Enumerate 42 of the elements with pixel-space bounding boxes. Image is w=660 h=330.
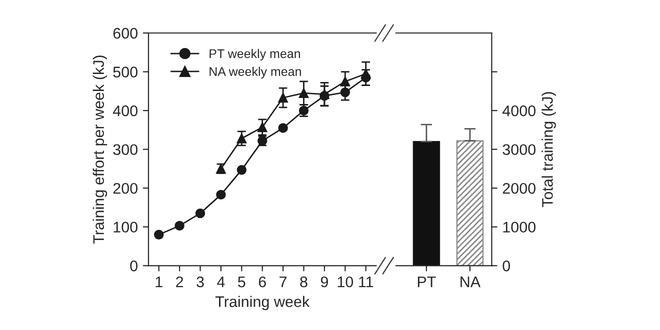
y-axis-title: Training effort per week (kJ) xyxy=(92,56,108,244)
x-tick-label: 10 xyxy=(338,276,354,288)
point xyxy=(278,92,288,103)
y-tick-label: 0 xyxy=(130,260,138,272)
x-tick-label: 8 xyxy=(300,276,308,288)
x-axis-title: Training week xyxy=(215,296,310,310)
x-tick-label: 2 xyxy=(176,276,184,288)
point xyxy=(340,87,350,98)
x-tick-label: 9 xyxy=(320,276,328,288)
y-tick-label: 100 xyxy=(114,222,138,233)
x-tick-label: 7 xyxy=(280,276,287,288)
y-tick-label: 2000 xyxy=(502,182,536,194)
y-tick-label: 3000 xyxy=(502,144,536,156)
x-tick-label: 11 xyxy=(359,276,374,288)
y-tick-label: 200 xyxy=(113,182,138,194)
point xyxy=(278,123,288,133)
point xyxy=(257,122,268,132)
x-tick-label: 3 xyxy=(196,276,204,288)
point xyxy=(216,190,226,200)
y-tick-label: 0 xyxy=(502,260,510,272)
legend-label: NA weekly mean xyxy=(210,66,301,78)
y-tick-label: 300 xyxy=(113,144,138,156)
x-tick-label: NA xyxy=(460,276,481,288)
point xyxy=(298,88,309,98)
point xyxy=(236,165,247,175)
point xyxy=(360,72,371,82)
point xyxy=(236,134,247,144)
y-tick-label: 500 xyxy=(113,66,138,78)
point xyxy=(174,220,184,231)
y-tick-label: 4000 xyxy=(502,105,536,116)
x-tick-label: 5 xyxy=(238,276,246,288)
x-tick-label: 6 xyxy=(258,276,266,288)
point xyxy=(195,208,206,218)
x-tick-label: 1 xyxy=(156,276,162,288)
y-tick-label: 600 xyxy=(113,28,138,39)
x-tick-label: PT xyxy=(418,276,436,288)
y-tick-label: 1000 xyxy=(503,222,536,233)
y-axis-title: Total training (kJ) xyxy=(542,92,556,208)
point xyxy=(154,230,164,240)
y-tick-label: 400 xyxy=(112,105,138,116)
legend-label: PT weekly mean xyxy=(210,48,300,61)
x-tick-label: 4 xyxy=(217,276,225,288)
